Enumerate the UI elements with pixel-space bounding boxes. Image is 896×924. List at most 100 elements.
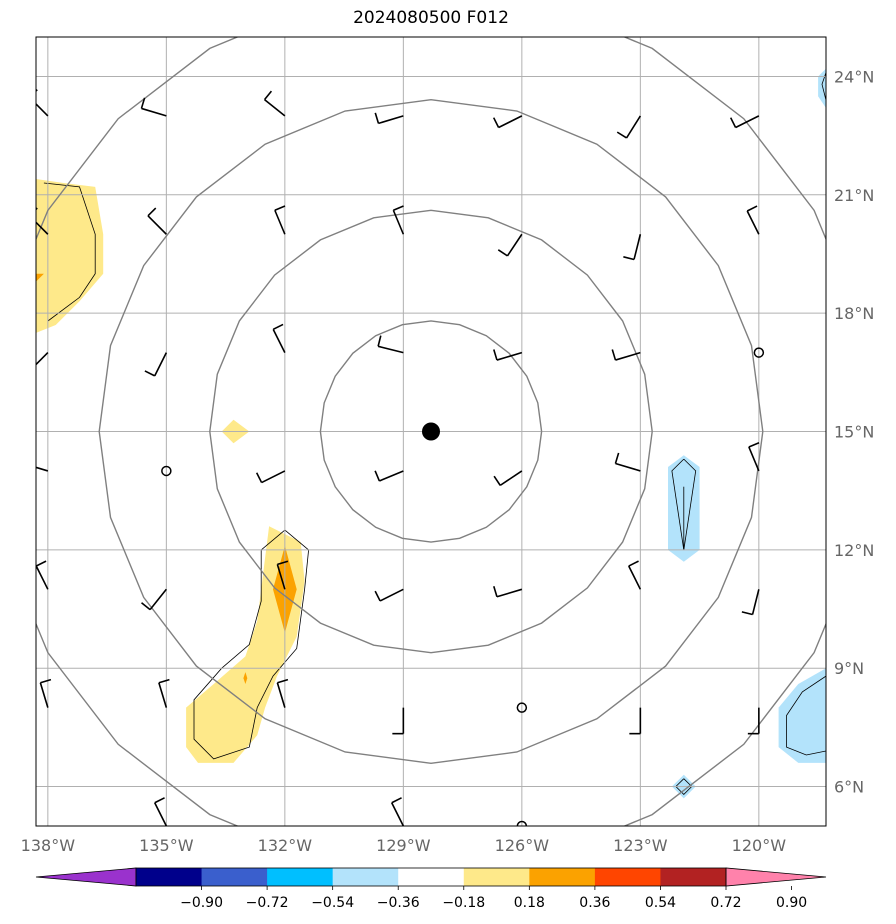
y-tick-label: 9°N xyxy=(834,659,864,678)
colorbar-outline xyxy=(135,867,727,887)
wind-barb-staff xyxy=(272,328,286,353)
wind-barb xyxy=(746,205,760,235)
wind-barb-feather xyxy=(263,90,273,101)
colorbar-segment xyxy=(201,868,268,886)
wind-barb xyxy=(374,588,404,602)
wind-barb-staff xyxy=(378,115,404,125)
colorbar-tick-label: 0.36 xyxy=(579,895,610,911)
colorbar-tick-label: 0.72 xyxy=(710,895,741,911)
wind-barb-feather xyxy=(623,256,635,261)
shaded-region-south-band-core-small xyxy=(243,672,248,684)
wind-barb-feather xyxy=(729,117,737,128)
map-frame xyxy=(35,36,827,827)
wind-barb-feather xyxy=(274,205,286,211)
colorbar-segment xyxy=(463,868,530,886)
wind-barb xyxy=(140,97,167,117)
colorbar-segment xyxy=(136,868,203,886)
wind-barb-feather xyxy=(748,441,760,448)
wind-barb-feather xyxy=(147,207,157,217)
x-axis-tick-labels: 138°W 135°W 132°W 129°W 126°W 123°W 120°W xyxy=(21,836,787,855)
colorbar-tick-label: −0.72 xyxy=(246,895,289,911)
wind-barb xyxy=(36,560,49,590)
wind-barb-staff xyxy=(506,233,523,257)
wind-barb xyxy=(747,707,760,735)
wind-barb xyxy=(748,441,760,472)
wind-barb-feather xyxy=(144,370,156,377)
wind-barb xyxy=(611,349,641,361)
wind-barb-feather xyxy=(377,335,382,347)
wind-barb-staff xyxy=(496,351,523,361)
plot-title: 2024080500 F012 xyxy=(353,8,509,28)
wind-barb xyxy=(263,90,286,117)
calm-wind-marker xyxy=(161,465,172,477)
wind-barb xyxy=(392,205,405,235)
wind-barb xyxy=(629,707,642,735)
wind-barb xyxy=(255,470,286,484)
wind-barb-staff xyxy=(36,221,49,235)
wind-barb xyxy=(144,352,168,377)
wind-barb xyxy=(39,678,52,708)
x-tick-label: 135°W xyxy=(139,836,194,855)
y-tick-label: 15°N xyxy=(834,423,874,442)
range-ring xyxy=(209,209,653,654)
wind-barb-staff xyxy=(39,682,49,708)
wind-barb-staff xyxy=(379,588,404,602)
contour-west-edge-outline xyxy=(43,182,96,322)
wind-barb xyxy=(493,470,523,487)
wind-barb-staff xyxy=(746,210,760,235)
colorbar-segment xyxy=(660,868,727,886)
wind-barb xyxy=(154,797,168,826)
wind-barb-feather xyxy=(23,453,26,464)
wind-barb-staff xyxy=(748,446,760,472)
wind-barb-staff xyxy=(147,215,167,235)
x-tick-label: 138°W xyxy=(21,836,76,855)
wind-barb xyxy=(141,588,167,611)
wind-barb xyxy=(272,323,286,353)
wind-barb xyxy=(158,678,170,708)
colorbar-segment xyxy=(267,868,334,886)
wind-barb-feather xyxy=(141,602,151,611)
y-tick-label: 6°N xyxy=(834,778,864,797)
wind-barb-feather xyxy=(22,363,30,371)
colorbar-tick-label: −0.54 xyxy=(311,895,354,911)
wind-barb-feather xyxy=(492,117,500,128)
wind-barb-feather xyxy=(158,678,170,684)
wind-barb-staff xyxy=(141,107,167,117)
colorbar-tick-label: −0.90 xyxy=(180,895,223,911)
colorbar-segment xyxy=(332,868,399,886)
wind-barb-staff xyxy=(625,115,642,139)
map-plot-area xyxy=(22,37,826,826)
wind-barb-staff xyxy=(36,466,49,472)
wind-barb-staff xyxy=(149,588,167,611)
wind-barb xyxy=(22,352,49,371)
colorbar-extend-low xyxy=(35,867,137,887)
range-ring xyxy=(98,98,764,765)
wind-barb-staff xyxy=(261,470,286,484)
wind-barb xyxy=(391,797,405,826)
wind-barb-staff xyxy=(154,352,168,377)
y-tick-label: 18°N xyxy=(834,304,874,323)
calm-wind-marker xyxy=(516,702,528,713)
wind-barb xyxy=(616,115,642,139)
wind-barb-feather xyxy=(391,797,402,804)
wind-barb-staff xyxy=(628,565,642,590)
wind-barb-staff xyxy=(36,565,49,590)
wind-barb xyxy=(392,707,405,735)
wind-barb-staff xyxy=(498,115,523,129)
wind-barb xyxy=(741,589,760,616)
wind-barb xyxy=(23,453,49,472)
colorbar-tick-label: 0.18 xyxy=(514,895,545,911)
wind-barb-staff xyxy=(735,115,760,129)
wind-barb-staff xyxy=(615,462,641,472)
wind-barb-feather xyxy=(746,205,758,212)
wind-barb-staff xyxy=(751,589,760,615)
wind-barb xyxy=(628,560,642,590)
y-tick-label: 21°N xyxy=(834,186,874,205)
wind-barb xyxy=(274,205,286,235)
wind-barb-feather xyxy=(140,97,146,109)
shaded-region-ne-corner-negative xyxy=(818,68,826,108)
wind-barb-feather xyxy=(255,472,263,483)
wind-barb-staff xyxy=(154,802,168,826)
wind-barb-feather xyxy=(277,678,289,684)
colorbar-segment xyxy=(594,868,661,886)
